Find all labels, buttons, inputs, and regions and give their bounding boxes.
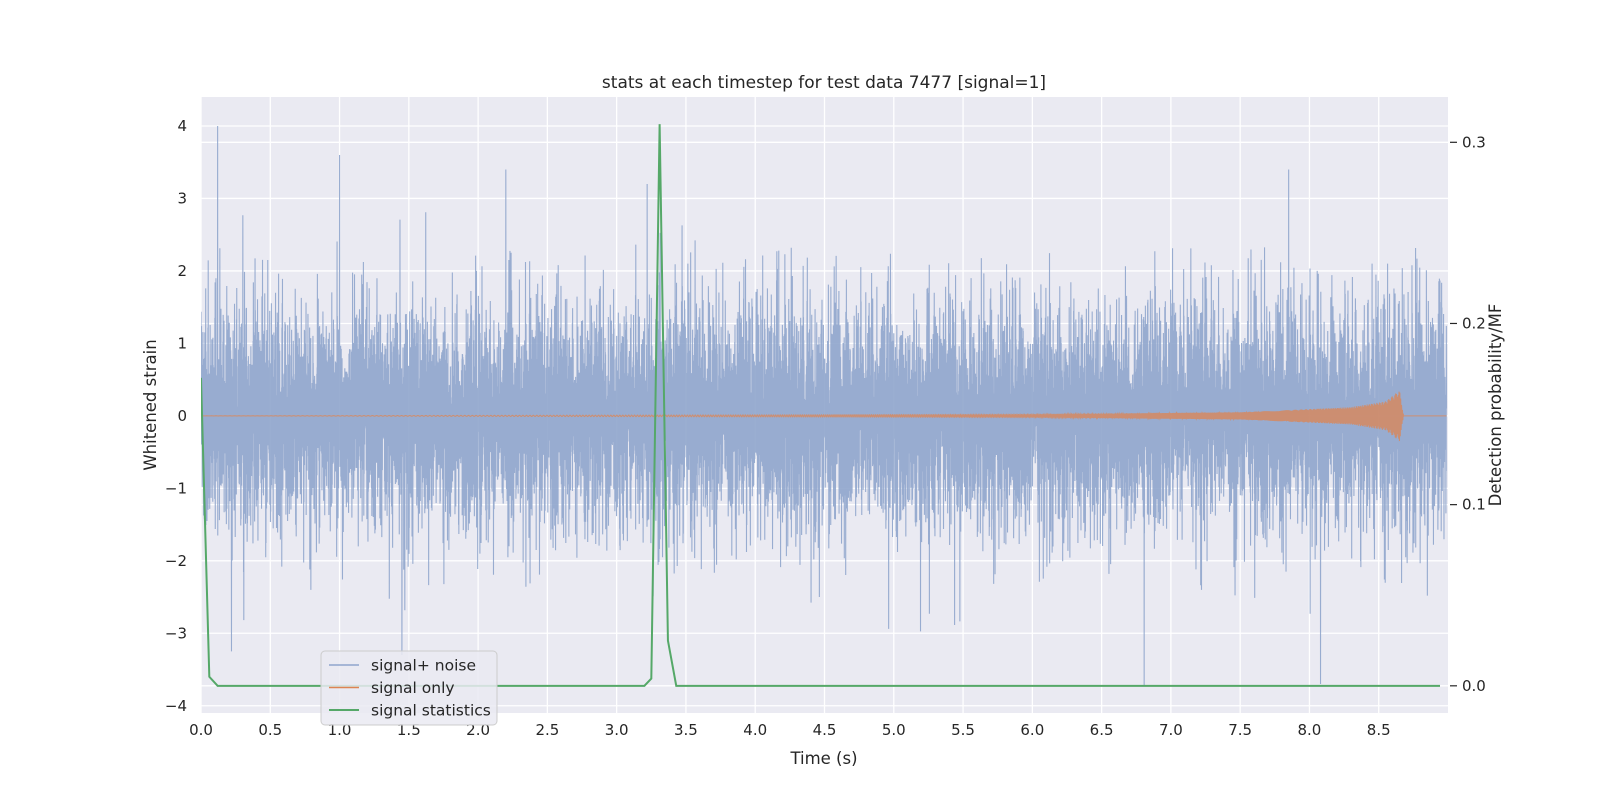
x-tick-label: 3.5 (674, 721, 698, 739)
x-tick-label: 6.0 (1020, 721, 1044, 739)
x-tick-label: 7.0 (1159, 721, 1183, 739)
y-tick-label-left: 0 (177, 407, 187, 425)
x-tick-label: 0.5 (258, 721, 282, 739)
legend-box (320, 650, 498, 726)
y-tick-label-left: 1 (177, 334, 187, 352)
x-tick-label: 5.0 (882, 721, 906, 739)
y-tick-label-left: −3 (165, 624, 187, 642)
x-tick-label: 8.5 (1367, 721, 1391, 739)
y-axis-label-right: Detection probability/MF (1486, 304, 1505, 507)
legend: signal+ noise signal only signal statistic… (320, 650, 498, 726)
series-layer (201, 124, 1448, 687)
signal-statistics-line (201, 124, 1440, 687)
y-tick-label-left: 4 (177, 117, 187, 135)
y-tick-label-left: 2 (177, 262, 187, 280)
y-tick-label-left: −1 (165, 479, 187, 497)
x-axis-label: Time (s) (789, 749, 857, 768)
x-tick-label: 8.0 (1298, 721, 1322, 739)
x-tick-label: 3.0 (605, 721, 629, 739)
y-tick-label-left: −4 (165, 697, 187, 715)
y-tick-label-left: 3 (177, 189, 187, 207)
x-tick-label: 0.0 (189, 721, 213, 739)
legend-label: signal+ noise (371, 657, 476, 675)
x-tick-label: 6.5 (1090, 721, 1114, 739)
x-tick-label: 7.5 (1228, 721, 1252, 739)
y-tick-label-right: 0.1 (1462, 496, 1486, 514)
y-tick-label-right: 0.0 (1462, 677, 1486, 695)
x-tick-label: 5.5 (951, 721, 975, 739)
y-axis-label-left: Whitened strain (141, 339, 160, 470)
x-tick-label: 2.5 (535, 721, 559, 739)
signal-only-line (201, 391, 1447, 442)
x-tick-label: 4.5 (813, 721, 837, 739)
y-tick-label-right: 0.3 (1462, 133, 1486, 151)
chart-title: stats at each timestep for test data 747… (602, 73, 1046, 93)
y-tick-label-right: 0.2 (1462, 314, 1486, 332)
legend-label: signal only (371, 679, 455, 697)
legend-label: signal statistics (371, 702, 491, 720)
x-tick-label: 4.0 (743, 721, 767, 739)
signal-noise-line (201, 125, 1448, 686)
y-tick-label-left: −2 (165, 552, 187, 570)
